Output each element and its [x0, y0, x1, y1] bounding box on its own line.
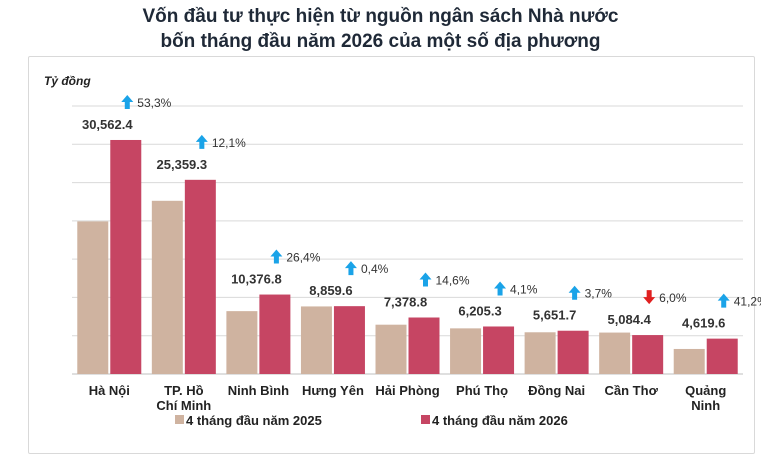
bar-2026: [408, 317, 440, 374]
value-label: 7,378.8: [384, 294, 427, 309]
bar-2025: [151, 200, 183, 374]
value-label: 8,859.6: [309, 283, 352, 298]
bar-2026: [333, 306, 365, 374]
up-arrow-icon: [717, 293, 730, 308]
change-label: 41,2%: [734, 295, 761, 309]
bar-2026: [110, 139, 142, 374]
x-tick-label: TP. Hồ: [164, 383, 204, 398]
x-tick-label: Hà Nội: [89, 383, 130, 398]
up-arrow-icon: [121, 94, 134, 109]
value-label: 5,651.7: [533, 308, 576, 323]
chart-title: Vốn đầu tư thực hiện từ nguồn ngân sách …: [0, 4, 761, 54]
x-tick-label: Hưng Yên: [302, 383, 364, 398]
plot-frame: [28, 56, 755, 454]
change-label: 53,3%: [137, 96, 171, 110]
chart-title-line2: bốn tháng đầu năm 2026 của một số địa ph…: [160, 31, 601, 52]
bar-2026: [706, 338, 738, 374]
legend-label: 4 tháng đầu năm 2026: [432, 413, 568, 428]
bar-2026: [184, 179, 216, 374]
change-label: 4,1%: [510, 282, 538, 296]
x-tick-label: Đồng Nai: [528, 383, 585, 398]
bar-2026: [632, 335, 664, 374]
up-arrow-icon: [195, 134, 208, 149]
bar-2026: [483, 326, 515, 374]
up-arrow-icon: [344, 261, 357, 276]
change-label: 0,4%: [361, 262, 389, 276]
chart-title-line1: Vốn đầu tư thực hiện từ nguồn ngân sách …: [142, 6, 619, 27]
change-label: 12,1%: [212, 136, 246, 150]
x-tick-label: Quảng: [685, 383, 726, 398]
value-label: 4,619.6: [682, 316, 725, 331]
bar-2026: [259, 294, 291, 374]
x-tick-label: Phú Thọ: [456, 383, 508, 398]
x-tick-label: Cần Thơ: [605, 383, 659, 398]
bar-2025: [599, 332, 631, 374]
y-axis-label: Tỷ đồng: [44, 74, 91, 88]
bar-2025: [450, 328, 482, 374]
bar-2025: [77, 221, 109, 374]
change-label: 6,0%: [659, 291, 687, 305]
change-label: 3,7%: [585, 287, 613, 301]
down-arrow-icon: [643, 290, 656, 305]
value-label: 5,084.4: [607, 312, 651, 327]
bar-2025: [226, 311, 258, 374]
bar-2025: [524, 332, 556, 374]
value-label: 25,359.3: [157, 157, 208, 172]
x-tick-label: Chí Minh: [156, 398, 211, 413]
change-label: 14,6%: [436, 273, 470, 287]
legend-swatch: [175, 415, 184, 424]
value-label: 6,205.3: [458, 303, 501, 318]
bar-2026: [557, 330, 589, 374]
bar-2025: [375, 324, 407, 374]
x-tick-label: Ninh Bình: [228, 383, 289, 398]
legend-label: 4 tháng đầu năm 2025: [186, 413, 322, 428]
x-tick-label: Ninh: [691, 398, 720, 413]
value-label: 10,376.8: [231, 272, 282, 287]
up-arrow-icon: [419, 272, 432, 287]
change-label: 26,4%: [286, 251, 320, 265]
up-arrow-icon: [270, 249, 283, 264]
up-arrow-icon: [494, 281, 507, 296]
up-arrow-icon: [568, 285, 581, 300]
value-label: 30,562.4: [82, 117, 133, 132]
legend-swatch: [421, 415, 430, 424]
bar-2025: [673, 348, 705, 374]
x-tick-label: Hải Phòng: [375, 383, 439, 398]
bar-2025: [300, 306, 332, 374]
